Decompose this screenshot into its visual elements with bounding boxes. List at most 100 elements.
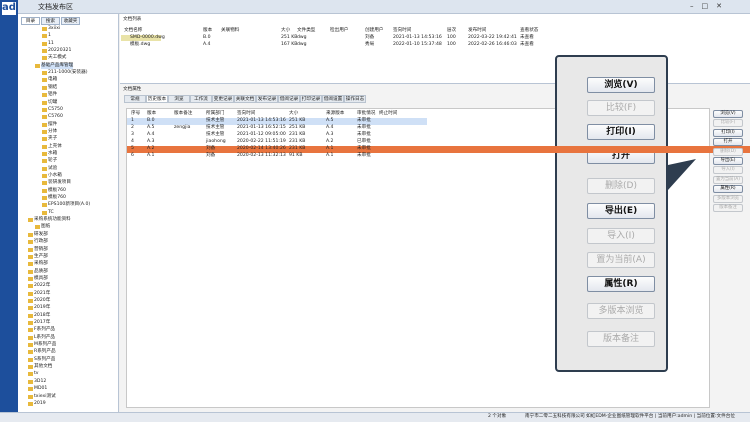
tree-node[interactable]: 小水箱 bbox=[48, 173, 62, 178]
history-row[interactable] bbox=[127, 125, 427, 132]
tree-node[interactable]: 天工模式 bbox=[48, 55, 67, 61]
tree-node[interactable]: 切罐 bbox=[48, 99, 58, 105]
tree-node[interactable]: 2018年 bbox=[34, 312, 51, 318]
history-row[interactable] bbox=[127, 132, 427, 139]
column-header: 序号 bbox=[131, 111, 141, 116]
tree-node[interactable]: 品质部 bbox=[34, 268, 48, 274]
tree-node[interactable]: 模板760 bbox=[48, 195, 66, 201]
tree-node[interactable]: 2019年 bbox=[34, 305, 51, 311]
zoom-action-button[interactable]: 浏览(V) bbox=[587, 77, 655, 93]
cell: 2021-01-13 14:53:16 bbox=[393, 35, 442, 40]
action-button: 版本备注 bbox=[713, 204, 743, 212]
cell: A.4 bbox=[147, 132, 155, 137]
column-header: 签向时间 bbox=[237, 111, 256, 116]
cell: A.2 bbox=[326, 139, 334, 144]
tree-node[interactable]: 电箱 bbox=[48, 77, 58, 83]
tree-node[interactable]: 上壳体 bbox=[48, 143, 62, 149]
tree-node[interactable]: 2022年 bbox=[34, 283, 51, 289]
tree-node[interactable]: 装研发项目 bbox=[48, 180, 71, 186]
tree-node[interactable]: 研发部 bbox=[34, 231, 48, 237]
tree-node[interactable]: 夹子 bbox=[48, 136, 58, 142]
history-row[interactable] bbox=[127, 139, 427, 146]
history-row[interactable] bbox=[127, 118, 427, 125]
tree-node[interactable]: 2021年 bbox=[34, 290, 51, 296]
tree-node[interactable]: 行政部 bbox=[34, 239, 48, 245]
history-row[interactable] bbox=[127, 146, 750, 153]
tree-node[interactable]: 试验 bbox=[48, 165, 58, 171]
action-button[interactable]: 打开 bbox=[713, 138, 743, 147]
tree-node[interactable]: 轮子 bbox=[48, 158, 58, 164]
tree-node[interactable]: C5750 bbox=[48, 106, 63, 112]
tree-node[interactable]: tv bbox=[34, 371, 39, 377]
prop-tab[interactable]: 关联文档 bbox=[234, 95, 256, 103]
prop-tab[interactable]: 常规 bbox=[124, 95, 146, 103]
prop-tab[interactable]: 浏览 bbox=[168, 95, 190, 103]
tree-node[interactable]: F系列产品 bbox=[34, 327, 56, 333]
tree-node[interactable]: 图纸 bbox=[41, 224, 51, 230]
tree-node[interactable]: 基础产品库管理 bbox=[41, 62, 74, 69]
cell: B.0 bbox=[147, 118, 155, 123]
prop-tab[interactable]: 打印记录 bbox=[300, 95, 322, 103]
prop-tab[interactable]: 发布记录 bbox=[256, 95, 278, 103]
prop-tab[interactable]: 借阅记录 bbox=[278, 95, 300, 103]
tree-node[interactable]: 3D12 bbox=[34, 378, 47, 384]
tree-node[interactable]: 摆件 bbox=[48, 121, 58, 127]
tree-node[interactable]: 2017年 bbox=[34, 320, 51, 325]
prop-tab[interactable]: 操作日志 bbox=[344, 95, 366, 103]
zoom-action-button[interactable]: 导出(E) bbox=[587, 203, 655, 219]
tree-node[interactable]: 采购部 bbox=[34, 261, 48, 267]
tree-node[interactable]: M系列产品 bbox=[34, 342, 57, 348]
tree-node[interactable]: MD01 bbox=[34, 386, 48, 392]
sidebar-tab[interactable]: 收藏夹 bbox=[61, 17, 80, 25]
tree-node[interactable]: 分体 bbox=[48, 128, 58, 134]
app-sidebar bbox=[0, 0, 18, 422]
tree-node[interactable]: 采购系统功能资料 bbox=[34, 217, 71, 223]
tree-node[interactable]: 钢结 bbox=[48, 84, 58, 90]
tree-node[interactable]: L系列产品 bbox=[34, 334, 55, 340]
action-button[interactable]: 浏览(V) bbox=[713, 110, 743, 118]
sidebar-tab[interactable]: 目录 bbox=[21, 17, 40, 25]
tree-node[interactable]: 铝件 bbox=[48, 92, 58, 98]
tree-node[interactable]: 营销部 bbox=[34, 246, 48, 252]
prop-tab[interactable]: 历史版本 bbox=[146, 95, 168, 103]
tree-node[interactable]: 模具部 bbox=[34, 275, 48, 281]
cell: 100 bbox=[447, 42, 456, 47]
action-button[interactable]: 打印(I) bbox=[713, 128, 743, 137]
tree-node[interactable]: 20220321 bbox=[48, 48, 72, 54]
cell: 2 bbox=[131, 125, 134, 130]
tree-node[interactable]: 生产部 bbox=[34, 253, 48, 259]
tree-node[interactable]: txiexi测试 bbox=[34, 393, 56, 399]
tree-node[interactable]: 1 bbox=[48, 33, 51, 39]
zoom-action-button[interactable]: 打印(I) bbox=[587, 124, 655, 140]
prop-tab[interactable]: 工作流 bbox=[190, 95, 212, 103]
tree-node[interactable]: TC bbox=[48, 209, 54, 215]
cell[interactable]: SMD-0000.dwg bbox=[130, 35, 165, 40]
folder-icon bbox=[42, 49, 47, 54]
folder-icon bbox=[28, 365, 33, 370]
tree-node[interactable]: 11 bbox=[48, 40, 54, 46]
cell[interactable]: 模板.dwg bbox=[130, 42, 151, 47]
tree-node[interactable]: 211-1000(安装器) bbox=[48, 70, 88, 76]
folder-icon bbox=[28, 262, 33, 267]
tree-node[interactable]: EPS100新项目(A.0) bbox=[48, 202, 91, 208]
tree-node[interactable]: 模板760 bbox=[48, 187, 66, 193]
window-controls[interactable]: –□✕ bbox=[690, 2, 730, 10]
cell: 6 bbox=[131, 153, 134, 158]
column-header: 大小 bbox=[281, 28, 291, 33]
tree-node[interactable]: 2020年 bbox=[34, 297, 51, 303]
tree-node[interactable]: 其他文档 bbox=[34, 364, 53, 370]
action-button[interactable]: 属性(R) bbox=[713, 185, 743, 194]
tree-node[interactable]: C5760 bbox=[48, 114, 63, 120]
history-row[interactable] bbox=[127, 153, 427, 160]
tree-node[interactable]: 水箱 bbox=[48, 150, 58, 156]
cell: 技术主管 bbox=[206, 118, 225, 123]
zoom-action-button[interactable]: 属性(R) bbox=[587, 276, 655, 292]
tree-node[interactable]: S系列产品 bbox=[34, 356, 56, 362]
tree-node[interactable]: 3xiixi bbox=[48, 26, 61, 31]
prop-tab[interactable]: 变更记录 bbox=[212, 95, 234, 103]
action-button[interactable]: 导出(E) bbox=[713, 157, 743, 165]
tree-node[interactable]: 2019 bbox=[34, 400, 46, 406]
sidebar-tab[interactable]: 搜索 bbox=[41, 17, 60, 25]
prop-tab[interactable]: 借阅设置 bbox=[322, 95, 344, 103]
tree-node[interactable]: R系列产品 bbox=[34, 349, 56, 355]
